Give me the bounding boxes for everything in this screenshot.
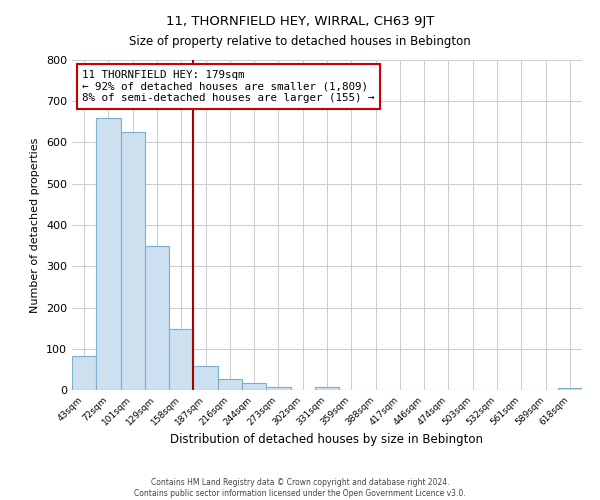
Bar	[315, 386, 339, 390]
Text: 11 THORNFIELD HEY: 179sqm
← 92% of detached houses are smaller (1,809)
8% of sem: 11 THORNFIELD HEY: 179sqm ← 92% of detac…	[82, 70, 374, 103]
Bar	[242, 382, 266, 390]
Bar	[145, 246, 169, 390]
Text: Size of property relative to detached houses in Bebington: Size of property relative to detached ho…	[129, 35, 471, 48]
Bar	[96, 118, 121, 390]
Bar	[169, 329, 193, 390]
Bar	[121, 132, 145, 390]
Text: Contains HM Land Registry data © Crown copyright and database right 2024.
Contai: Contains HM Land Registry data © Crown c…	[134, 478, 466, 498]
Bar	[72, 356, 96, 390]
X-axis label: Distribution of detached houses by size in Bebington: Distribution of detached houses by size …	[170, 432, 484, 446]
Bar	[558, 388, 582, 390]
Bar	[218, 379, 242, 390]
Bar	[266, 386, 290, 390]
Bar	[193, 366, 218, 390]
Y-axis label: Number of detached properties: Number of detached properties	[31, 138, 40, 312]
Text: 11, THORNFIELD HEY, WIRRAL, CH63 9JT: 11, THORNFIELD HEY, WIRRAL, CH63 9JT	[166, 15, 434, 28]
